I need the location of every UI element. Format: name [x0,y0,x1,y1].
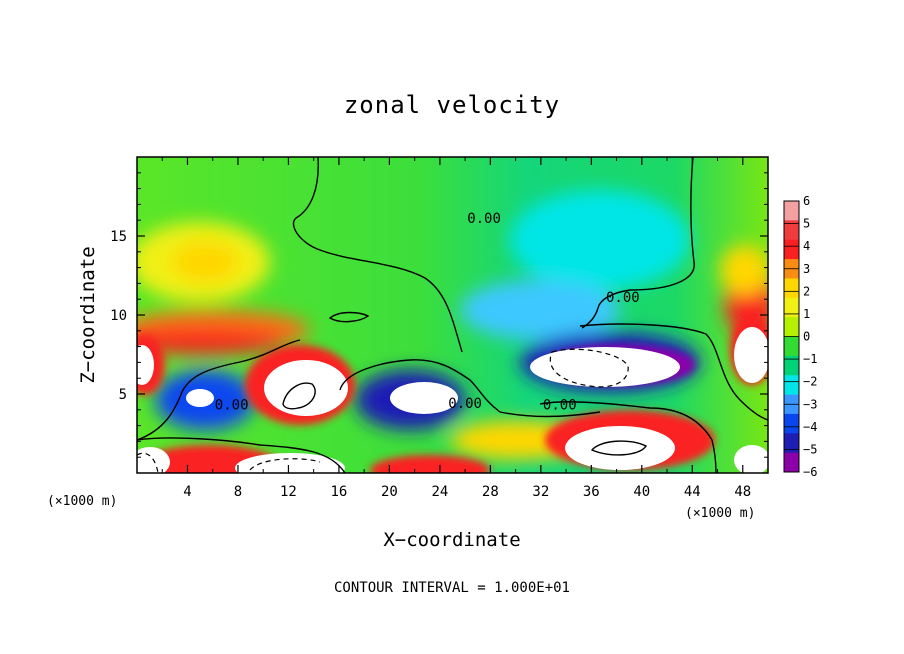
x-tick-label: 20 [381,484,398,500]
colorbar-swatch [784,278,799,299]
contour-lines [137,157,768,473]
colorbar-tick-label: −3 [803,397,817,411]
x-tick-label: 48 [734,484,751,500]
colorbar-tick-label: 0 [803,330,810,344]
x-tick-label: 28 [482,484,499,500]
field-white-bottom-right [565,426,675,470]
field-white-left-edge [137,345,154,385]
field-white-mid [390,382,458,414]
x-unit-left: (×1000 m) [47,494,117,509]
contour-inner-left [282,382,316,410]
contour-label: 0.00 [448,396,482,412]
colorbar-tick-label: −5 [803,442,817,456]
contour-label: 0.00 [467,211,501,227]
contour-bottom-left [137,437,346,473]
colorbar-swatch [784,355,799,376]
contour-inner-bottom [590,440,647,456]
contour-labels: 0.00 0.00 0.00 0.00 0.00 [215,211,640,414]
contour-negative-right [549,348,629,388]
field-white-left-core [264,360,348,416]
colorbar-tick-label: −2 [803,375,817,389]
colorbar-tick-label: 2 [803,284,810,298]
contour-label: 0.00 [606,290,640,306]
colorbar-tick-label: −4 [803,420,817,434]
colorbar-tick-label: 6 [803,194,810,208]
x-tick-label: 36 [583,484,600,500]
contour-dashed [137,348,629,473]
field-blob-cyan-top [510,190,690,290]
field-white-far-right [734,327,768,383]
colorbar-swatch [784,336,799,357]
field-white-right [530,347,680,387]
x-unit-right: (×1000 m) [685,506,755,521]
colorbar-tick-label: 4 [803,239,810,253]
colorbar-swatch [784,297,799,318]
colorbar-swatch [784,413,799,434]
field-white-bottom-mid [235,453,345,473]
x-tick-label: 40 [633,484,650,500]
field-blob-yellow-left-core [171,242,239,282]
x-tick-label: 16 [330,484,347,500]
contour-label: 0.00 [543,398,577,414]
colorbar-swatch [784,239,799,260]
x-tick-label: 32 [532,484,549,500]
x-tick-label: 44 [684,484,701,500]
colorbar-swatch [784,317,799,337]
contour-interval-note: CONTOUR INTERVAL = 1.000E+01 [334,580,570,596]
field-blob-yellow-right [720,245,768,295]
y-axis: 5 10 15 [110,172,768,458]
colorbar-tick-label: 3 [803,262,810,276]
colorbar-swatch [784,201,799,221]
heatmap-field: 0.00 0.00 0.00 0.00 0.00 [137,157,768,473]
contour-negative-bottom [249,458,321,471]
x-tick-label: 4 [183,484,191,500]
x-tick-label: 24 [431,484,448,500]
contour-zero-lower [539,401,717,473]
field-blob-red-bottom-mid [370,455,490,473]
contour-zero-left [137,339,301,441]
field-blob-red-left [137,330,285,354]
colorbar-swatch [784,452,799,473]
y-tick-label: 15 [110,229,127,245]
contour-small-loop [328,311,370,323]
colorbar-tick-label: −1 [803,352,817,366]
y-tick-label: 10 [110,308,127,324]
y-tick-label: 5 [119,387,127,403]
contour-zero-right [581,157,695,329]
y-axis-label: Z−coordinate [77,246,99,383]
colorbar: 6 5 4 3 2 1 0 −1 −2 −3 −4 −5 −6 [783,194,817,479]
contour-zero-upper [292,157,463,353]
contour-label: 0.00 [215,398,249,414]
contour-negative-far-left [137,452,159,473]
colorbar-swatch [784,433,799,454]
x-tick-label: 8 [234,484,242,500]
contour-zero-mid [339,359,601,418]
field-white-bottom-far-right [734,445,768,473]
colorbar-swatch [784,220,799,241]
colorbar-tick-label: 1 [803,307,810,321]
colorbar-tick-label: −6 [803,465,817,479]
colorbar-tick-label: 5 [803,217,810,231]
x-tick-label: 12 [280,484,297,500]
colorbar-swatch [784,375,799,396]
x-axis-label: X−coordinate [383,529,520,551]
contour-zero-right-loop [579,323,768,421]
x-axis: 4 8 12 16 20 24 28 32 36 40 44 48 [161,157,751,500]
chart-title: zonal velocity [344,91,560,119]
field-white-small [186,389,214,407]
field-blob-cyan-mid [460,280,620,340]
